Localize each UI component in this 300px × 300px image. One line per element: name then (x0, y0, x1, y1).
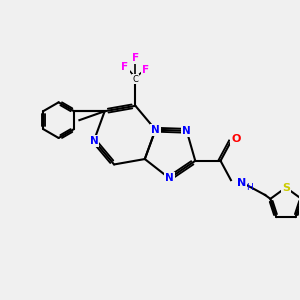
Text: N: N (165, 173, 174, 183)
Text: H: H (246, 183, 253, 192)
Text: F: F (132, 53, 139, 63)
Text: O: O (232, 134, 241, 143)
Text: C: C (133, 75, 138, 84)
Text: N: N (151, 125, 160, 135)
Text: F: F (142, 65, 149, 75)
Text: N: N (237, 178, 246, 188)
Text: N: N (90, 136, 98, 146)
Text: N: N (182, 126, 191, 136)
Text: S: S (282, 183, 290, 193)
Text: F: F (122, 62, 129, 72)
